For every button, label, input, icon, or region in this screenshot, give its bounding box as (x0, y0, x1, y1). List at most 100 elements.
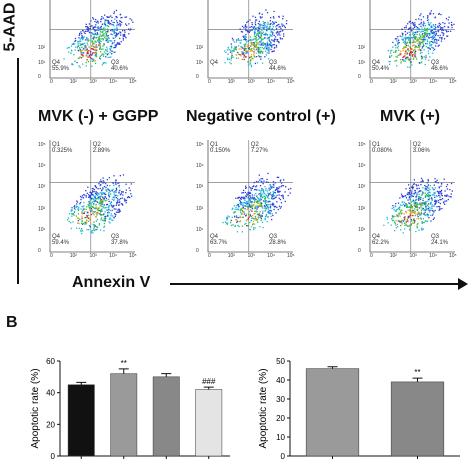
condition-label-1: MVK (-) + GGPP (38, 108, 159, 125)
quadrant-label-q1: Q1 0.080% (372, 142, 392, 154)
quadrant-name: Q2 (412, 142, 421, 148)
quadrant-value: 37.8% (111, 240, 129, 246)
condition-label-2: Negative control (+) (186, 108, 336, 125)
quadrant-name: Q4 (372, 234, 381, 240)
flow-panel-6: Q1 0.080% Q2 3.06% Q4 62.2% Q3 24.1% 10⁵ 10⁴ 1… (358, 140, 457, 260)
bar-y-tick-label: 20 (46, 420, 55, 429)
bar (390, 381, 445, 457)
flow-density-cloud (222, 172, 292, 233)
flow-density-cloud (63, 9, 134, 68)
flow-x-tick: 0 (370, 253, 373, 259)
bar-y-tick-label: 50 (276, 357, 285, 366)
flow-y-tick: 10⁴ (38, 163, 46, 170)
quadrant-value: 44.6% (269, 66, 287, 72)
quadrant-name: Q2 (250, 142, 259, 148)
flow-y-tick: 10⁴ (196, 163, 204, 170)
error-bar (76, 381, 87, 385)
bar-y-tick-label: 40 (46, 389, 55, 398)
quadrant-name: Q3 (431, 60, 440, 66)
bar-y-axis-label: Apoptotic rate (%) (258, 368, 269, 448)
flow-x-tick: 10³ (89, 79, 97, 85)
x-axis-left-tick (17, 268, 19, 284)
flow-y-tick: 10¹ (38, 59, 46, 66)
quadrant-name: Q3 (111, 234, 120, 240)
bar (67, 384, 95, 457)
bar-y-tick-label: 0 (51, 452, 56, 461)
flow-axes (369, 0, 455, 79)
bar (305, 368, 360, 457)
quadrant-name: Q3 (269, 60, 278, 66)
quadrant-value: 46.6% (431, 66, 449, 72)
flow-y-tick: 10³ (38, 184, 46, 191)
flow-x-tick: 10⁴ (109, 253, 117, 259)
quadrant-label-q3: Q3 37.8% (111, 234, 128, 246)
flow-panel-3: Q4 50.4% Q3 46.6% 10² 10¹ 0 0 10² 10³ 10⁴ 10⁵ (358, 0, 457, 86)
error-bar (161, 373, 172, 377)
quadrant-value: 59.4% (52, 240, 70, 246)
flow-x-tick: 10⁴ (429, 79, 437, 85)
flow-x-tick: 10³ (409, 253, 417, 259)
quadrant-label-q2: Q2 3.06% (413, 142, 430, 154)
flow-x-tick: 10⁵ (287, 253, 295, 259)
bar-chart-left: Apoptotic rate (%) 60 40 20 0 ** ### (30, 357, 230, 461)
flow-y-tick: 10⁵ (38, 142, 46, 148)
flow-y-tick: 10² (196, 45, 204, 52)
quadrant-label-q1: Q1 0.325% (52, 142, 72, 154)
flow-axes (207, 140, 293, 253)
flow-y-tick: 10² (38, 205, 46, 212)
quadrant-name: Q1 (372, 142, 381, 148)
flow-scatter (369, 140, 455, 253)
quadrant-label-q4: Q4 63.7% (210, 234, 227, 246)
bar (110, 373, 138, 457)
bar (152, 376, 180, 457)
quadrant-value: 50.4% (372, 66, 390, 72)
bar-y-tick-label: 60 (46, 357, 55, 366)
flow-panel-5: Q1 0.150% Q2 7.27% Q4 63.7% Q3 28.8% 10⁵ 10⁴ 1… (196, 140, 295, 260)
quadrant-label-q4: Q4 55.9% (52, 60, 69, 72)
flow-scatter (207, 140, 293, 253)
quadrant-label-q4: Q4 50.4% (372, 60, 389, 72)
flow-density-cloud (224, 9, 288, 68)
quadrant-label-q3: Q3 40.6% (111, 60, 128, 72)
flow-y-tick: 10¹ (196, 226, 204, 233)
x-axis-arrow-head (458, 278, 468, 290)
quadrant-name: Q4 (52, 60, 61, 66)
error-bar (327, 366, 338, 369)
quadrant-value: 3.06% (412, 148, 430, 154)
flow-panel-4: Q1 0.325% Q2 2.89% Q4 59.4% Q3 37.8% 10⁵ 10⁴ 1… (38, 140, 137, 260)
flow-x-tick: 10⁵ (129, 79, 137, 85)
y-axis-label-5aad: 5-AAD (1, 2, 19, 52)
quadrant-name: Q4 (52, 234, 61, 240)
flow-y-tick: 10³ (358, 184, 366, 191)
quadrant-value: 55.9% (52, 66, 70, 72)
bar-y-tick-label: 0 (281, 452, 286, 461)
quadrant-label-q4: Q4 62.2% (372, 234, 389, 246)
flow-x-tick: 10⁴ (267, 79, 275, 85)
flow-x-tick: 10³ (247, 79, 255, 85)
flow-x-tick: 10⁴ (429, 253, 437, 259)
flow-x-tick: 10⁵ (449, 79, 457, 85)
flow-y-tick: 0 (358, 74, 361, 80)
flow-density-cloud (66, 174, 133, 235)
flow-axes (369, 140, 455, 253)
bar-y-tick-label: 20 (276, 414, 285, 423)
flow-x-tick: 10² (69, 253, 77, 259)
quadrant-value: 0.325% (52, 148, 73, 154)
flow-y-tick: 10² (358, 45, 366, 52)
quadrant-value: 2.89% (92, 148, 110, 154)
quadrant-label-q4: Q4 59.4% (52, 234, 69, 246)
quadrant-name: Q3 (269, 234, 278, 240)
quadrant-value: 24.1% (431, 240, 449, 246)
quadrant-name: Q1 (210, 142, 219, 148)
flow-x-tick: 10² (69, 79, 77, 85)
flow-x-tick: 10² (389, 253, 397, 259)
quadrant-name: Q4 (210, 60, 219, 66)
bar-y-tick-label: 10 (276, 433, 285, 442)
panel-b-letter: B (6, 314, 18, 331)
significance-annotation: ### (202, 377, 216, 386)
flow-x-tick: 10⁴ (109, 79, 117, 85)
quadrant-label-q3: Q3 44.6% (269, 60, 286, 72)
x-axis-label-annexin: Annexin V (72, 274, 151, 291)
quadrant-label-q3: Q3 24.1% (431, 234, 448, 246)
flow-scatter (369, 0, 455, 79)
